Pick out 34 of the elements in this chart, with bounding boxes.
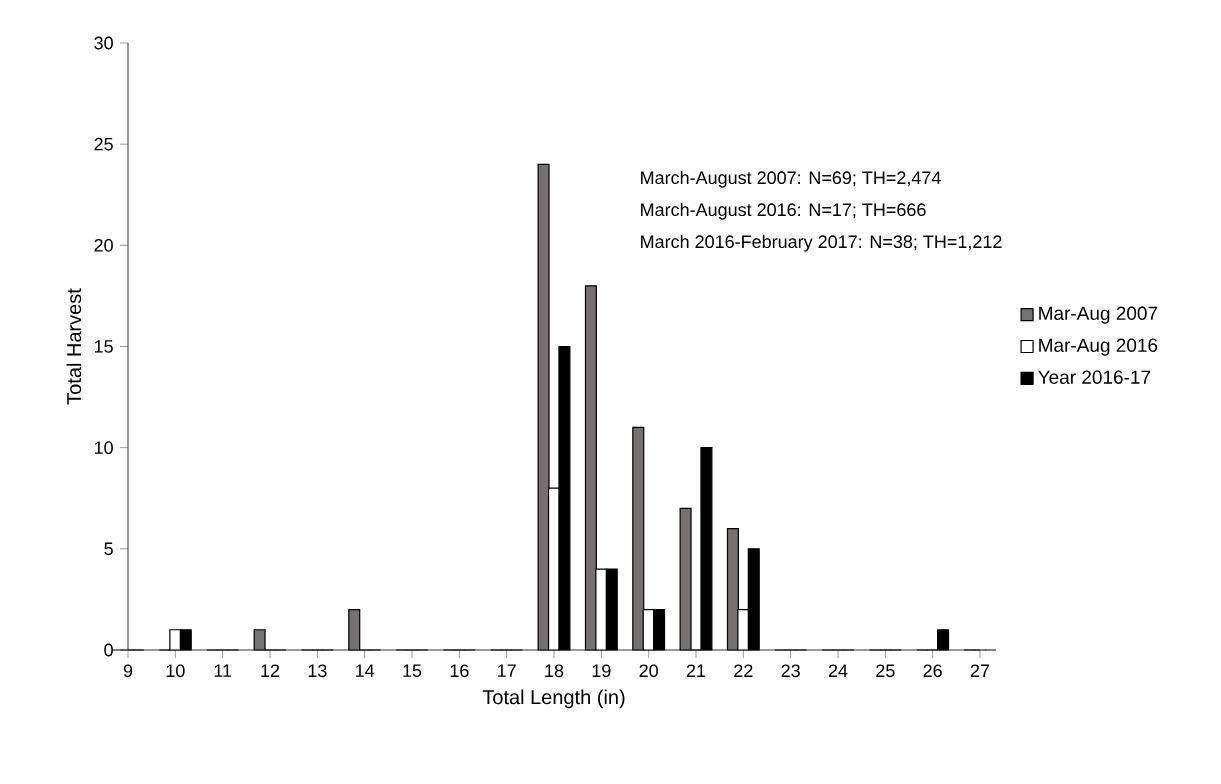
x-tick-label: 22	[734, 664, 753, 677]
y-axis-title: Total Harvest	[66, 288, 82, 405]
legend-label: Year 2016-17	[1038, 370, 1151, 384]
x-tick-label: 21	[686, 664, 706, 677]
y-tick-label: 15	[94, 340, 113, 353]
x-tick-label: 25	[876, 664, 895, 678]
x-tick-label: 10	[166, 664, 185, 678]
legend-label: Mar-Aug 2016	[1039, 338, 1158, 356]
x-tick-label: 14	[356, 664, 375, 677]
y-tick-label: 30	[94, 36, 113, 50]
x-tick-label: 13	[308, 664, 327, 678]
y-tick-label: 0	[104, 643, 113, 657]
x-tick-label: 20	[639, 664, 658, 678]
annotation: March-August 2016: N=17; TH=666	[641, 202, 926, 220]
x-tick-label: 17	[498, 664, 516, 677]
x-tick-label: 27	[970, 664, 990, 677]
y-tick-label: 25	[94, 137, 113, 151]
x-tick-label: 15	[403, 664, 422, 677]
annotation: March 2016-February 2017: N=38; TH=1,212	[641, 234, 1002, 252]
legend-label: Mar-Aug 2007	[1039, 306, 1158, 324]
x-tick-label: 18	[545, 664, 564, 678]
x-tick-label: 9	[123, 664, 133, 678]
x-tick-label: 19	[592, 664, 611, 678]
x-tick-label: 23	[781, 664, 800, 678]
y-tick-label: 10	[94, 441, 113, 455]
y-tick-label: 20	[94, 238, 113, 252]
x-tick-label: 12	[261, 664, 280, 677]
annotation: March-August 2007: N=69; TH=2,474	[641, 170, 941, 188]
x-tick-label: 24	[828, 664, 848, 677]
y-tick-label: 5	[104, 542, 113, 556]
x-tick-label: 26	[923, 664, 942, 678]
x-tick-label: 11	[214, 664, 232, 677]
x-axis-title: Total Length (in)	[482, 689, 625, 709]
x-tick-label: 16	[450, 664, 469, 678]
